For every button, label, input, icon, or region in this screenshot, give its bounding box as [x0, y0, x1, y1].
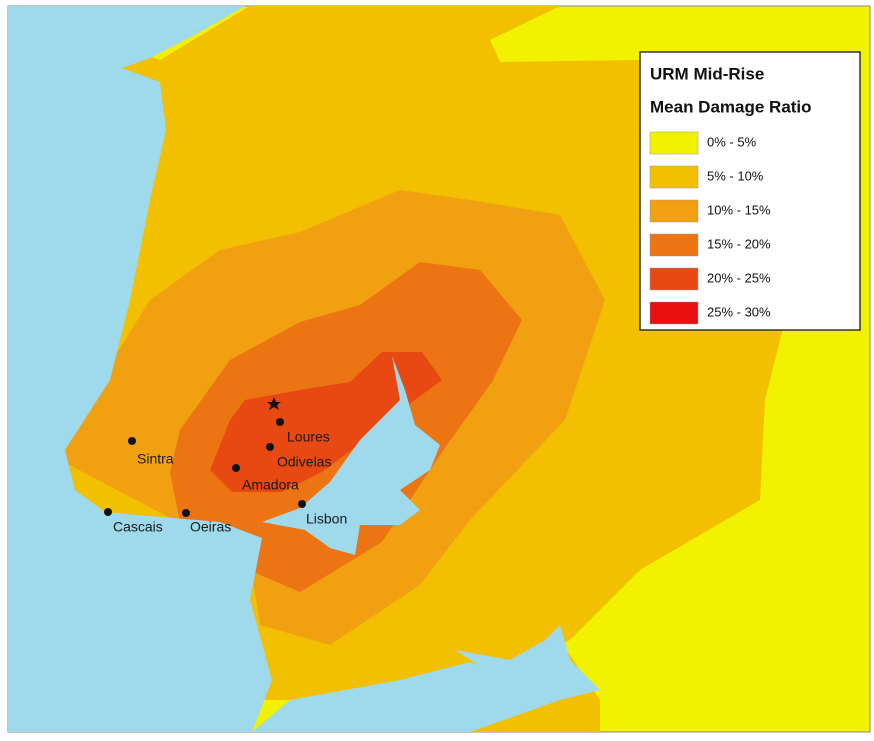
- city-dot: [128, 437, 136, 445]
- legend-title: URM Mid-Rise: [650, 64, 764, 83]
- city-dot: [104, 508, 112, 516]
- city-dot: [276, 418, 284, 426]
- city-label: Loures: [287, 429, 330, 445]
- epicenter-star: [267, 397, 281, 410]
- legend-swatch: [649, 131, 699, 155]
- legend-label: 20% - 25%: [707, 270, 771, 285]
- legend-label: 0% - 5%: [707, 134, 757, 149]
- legend: URM Mid-Rise Mean Damage Ratio 0% - 5% 5% -…: [649, 64, 812, 325]
- city-dot: [182, 509, 190, 517]
- city-label: Odivelas: [277, 454, 331, 470]
- city-label: Sintra: [137, 451, 174, 467]
- city-label: Oeiras: [190, 519, 231, 535]
- legend-swatch: [649, 165, 699, 189]
- city-dot: [266, 443, 274, 451]
- city-dot: [298, 500, 306, 508]
- estuary: [262, 356, 440, 555]
- legend-swatch: [649, 301, 699, 325]
- legend-label: 25% - 30%: [707, 304, 771, 319]
- city-label: Amadora: [242, 477, 299, 493]
- city-dot: [232, 464, 240, 472]
- estuary-south: [455, 625, 600, 700]
- ocean: [8, 6, 272, 732]
- cities: Sintra Loures Odivelas Amadora Lisbon Cascais…: [104, 418, 347, 535]
- legend-swatch: [649, 233, 699, 257]
- city-label: Cascais: [113, 519, 163, 535]
- zone-20-25: [210, 352, 442, 492]
- legend-title: Mean Damage Ratio: [650, 97, 812, 116]
- ocean-south: [252, 662, 560, 732]
- legend-swatch: [649, 199, 699, 223]
- city-label: Lisbon: [306, 511, 347, 527]
- legend-label: 10% - 15%: [707, 202, 771, 217]
- legend-label: 5% - 10%: [707, 168, 764, 183]
- legend-swatch: [649, 267, 699, 291]
- legend-label: 15% - 20%: [707, 236, 771, 251]
